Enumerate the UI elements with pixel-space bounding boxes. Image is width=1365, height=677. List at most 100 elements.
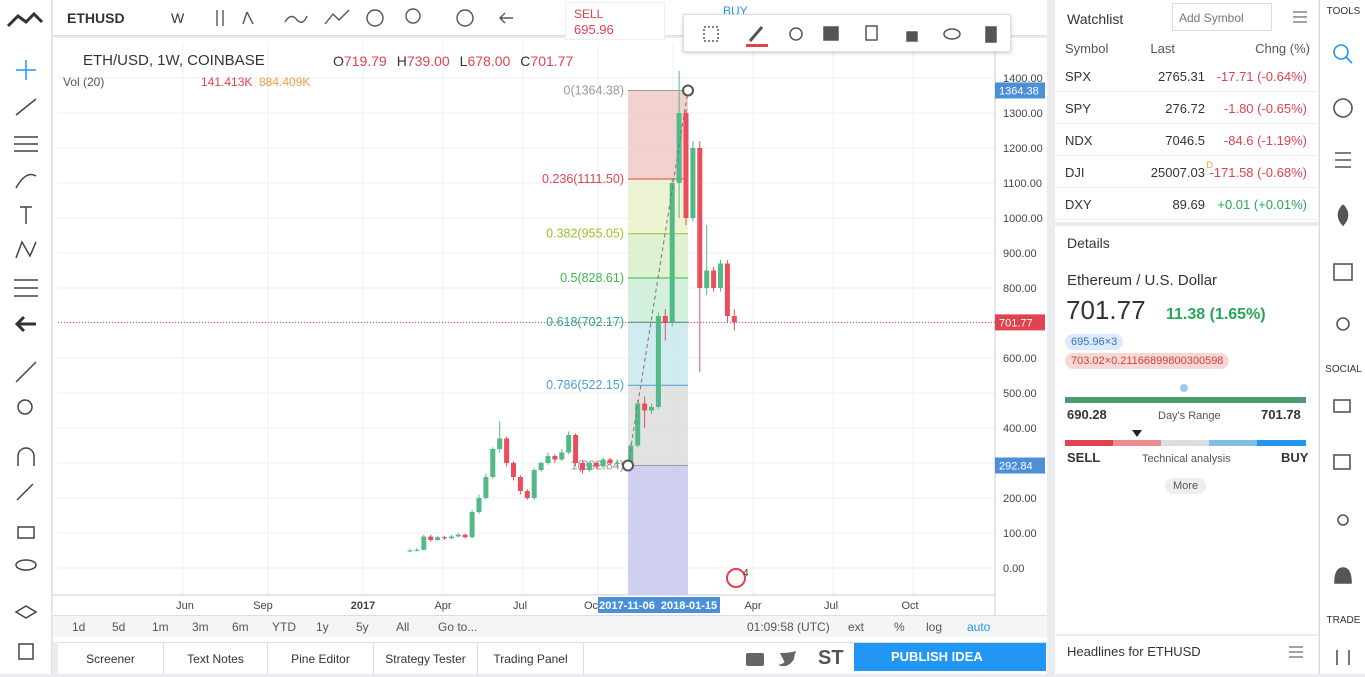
bid: 695.96×3 xyxy=(1065,334,1124,350)
range-button[interactable]: 1d xyxy=(72,620,86,634)
fib-handle[interactable] xyxy=(622,459,634,472)
fib-zone xyxy=(628,465,688,595)
ta-buy: BUY xyxy=(1281,450,1309,465)
more-button[interactable]: More xyxy=(1165,478,1207,494)
axis-option[interactable]: auto xyxy=(967,620,991,634)
change: -84.6 (-1.19%) xyxy=(1223,133,1307,148)
menu-icon[interactable] xyxy=(1285,4,1315,30)
candle-body xyxy=(718,263,723,288)
publish-button[interactable]: PUBLISH IDEA xyxy=(854,643,1046,671)
candle-body xyxy=(448,536,454,539)
headlines-menu[interactable] xyxy=(1279,638,1313,668)
symbol: NDX xyxy=(1065,133,1093,148)
price-tick-label: 900.00 xyxy=(1003,248,1037,260)
ohlc-key: O xyxy=(333,53,344,69)
range-button[interactable]: 1m xyxy=(152,620,169,634)
flag: D xyxy=(1206,160,1214,170)
symbol-input[interactable]: ETHUSD xyxy=(67,10,125,26)
candle-body xyxy=(559,452,565,460)
footer-icons xyxy=(746,651,796,667)
right-sidebar: TOOLS SOCIAL TRADE xyxy=(1319,0,1365,674)
st-button[interactable]: ST xyxy=(818,647,844,669)
interval[interactable]: W xyxy=(171,10,185,26)
axis-option[interactable]: ext xyxy=(848,620,865,634)
sidebar-label: TRADE xyxy=(1326,615,1361,626)
range-bar: 1d 5d 1m 3m 6m YTD 1y 5y All Go to... 01:09:58 (U… xyxy=(53,615,1047,637)
range-button[interactable]: All xyxy=(396,620,410,634)
fib-label: 0.236(1111.50) xyxy=(542,172,624,186)
symbol: DJI xyxy=(1065,165,1085,180)
add-symbol[interactable]: Add Symbol xyxy=(1172,3,1272,31)
ta-label: Technical analysis xyxy=(1142,453,1231,465)
watchlist-row[interactable]: DJI 25007.03 D -171.58 (-0.68%) xyxy=(1055,156,1317,188)
watchlist-row[interactable]: DXY 89.69 +0.01 (+0.01%) xyxy=(1055,188,1317,220)
range-button[interactable]: Go to... xyxy=(438,620,478,634)
change: -17.71 (-0.64%) xyxy=(1216,69,1307,84)
sell-button[interactable]: SELL 695.96 xyxy=(565,2,665,40)
details: Details Ethereum / U.S. Dollar 701.77 11… xyxy=(1055,226,1318,634)
last-price: 701.77 xyxy=(1066,295,1146,325)
chart-canvas: 0.00100.00200.00300.00400.00500.00600.00… xyxy=(53,38,1045,615)
price-tick-label: 1000.00 xyxy=(1003,213,1043,225)
candle-body xyxy=(669,183,675,323)
change: +0.01 (+0.01%) xyxy=(1217,197,1307,212)
candle-body xyxy=(442,537,447,539)
time-label: Oct xyxy=(901,600,918,612)
price-badge xyxy=(995,314,1045,331)
candle-body xyxy=(469,512,475,538)
last: 276.72 xyxy=(1165,101,1205,116)
candle-body xyxy=(593,463,599,467)
panel-tab[interactable]: Trading Panel xyxy=(478,643,584,675)
bottom-tabs: Screener Text Notes Pine Editor Strategy Te… xyxy=(58,642,1047,675)
price-badge-label: 292.84 xyxy=(999,461,1033,473)
price-tick-label: 600.00 xyxy=(1003,353,1037,365)
range-button[interactable]: 3m xyxy=(192,620,209,634)
last: 25007.03 xyxy=(1150,165,1205,180)
sidebar-label: SOCIAL xyxy=(1325,364,1362,375)
candle-body xyxy=(552,456,558,460)
ohlc-key: L xyxy=(459,53,468,69)
candle-body xyxy=(731,316,737,323)
axis-option[interactable]: log xyxy=(926,620,943,634)
range-button[interactable]: 5d xyxy=(112,620,126,634)
panel-tab[interactable]: Strategy Tester xyxy=(374,643,478,675)
candle-body xyxy=(538,463,544,470)
fib-label: 0.5(828.61) xyxy=(560,271,624,285)
time-label: Jul xyxy=(513,600,527,612)
price-tick-label: 1400.00 xyxy=(1003,73,1043,85)
watchlist-title: Watchlist xyxy=(1067,11,1124,27)
price-tick-label: 400.00 xyxy=(1003,423,1037,435)
price-tick-label: 500.00 xyxy=(1003,388,1037,400)
symbol: SPY xyxy=(1065,101,1092,116)
ask: 703.02×0.21166899800300598 xyxy=(1065,353,1230,369)
range-button[interactable]: 6m xyxy=(232,620,249,634)
candle-body xyxy=(649,407,654,411)
range-button[interactable]: 1y xyxy=(316,620,329,634)
last: 89.69 xyxy=(1172,197,1205,212)
candle-body xyxy=(711,270,717,288)
axis-option[interactable]: % xyxy=(894,620,905,634)
time-label: Oc xyxy=(584,600,599,612)
watchlist-header: Last xyxy=(1150,41,1175,56)
fib-handle[interactable] xyxy=(682,84,694,97)
vol-value: 141.413K xyxy=(201,75,253,89)
panel-tab[interactable]: Screener xyxy=(58,643,164,675)
panel-tab[interactable]: Pine Editor xyxy=(268,643,374,675)
watchlist-row[interactable]: NDX 7046.5 -84.6 (-1.19%) xyxy=(1055,124,1317,156)
ohlc-value: 719.79 xyxy=(343,53,387,69)
panel-tab[interactable]: Text Notes xyxy=(164,643,268,675)
candle-body xyxy=(462,534,468,538)
watchlist-row[interactable]: SPY 276.72 -1.80 (-0.65%) xyxy=(1055,92,1317,124)
watchlist-row[interactable]: SPX 2765.31 -17.71 (-0.64%) xyxy=(1055,60,1317,92)
range-button[interactable]: 5y xyxy=(356,620,369,634)
fib-label: 0.618(702.17) xyxy=(546,315,624,329)
symbol: DXY xyxy=(1065,197,1092,212)
range-button[interactable]: YTD xyxy=(272,620,296,634)
candle-body xyxy=(476,498,482,512)
sidebar-icons xyxy=(1333,44,1353,665)
last: 7046.5 xyxy=(1165,133,1205,148)
event-icon[interactable] xyxy=(726,568,746,588)
fib-trend xyxy=(627,90,689,466)
candle-body xyxy=(683,113,689,218)
sell-price: 695.96 xyxy=(574,22,614,37)
